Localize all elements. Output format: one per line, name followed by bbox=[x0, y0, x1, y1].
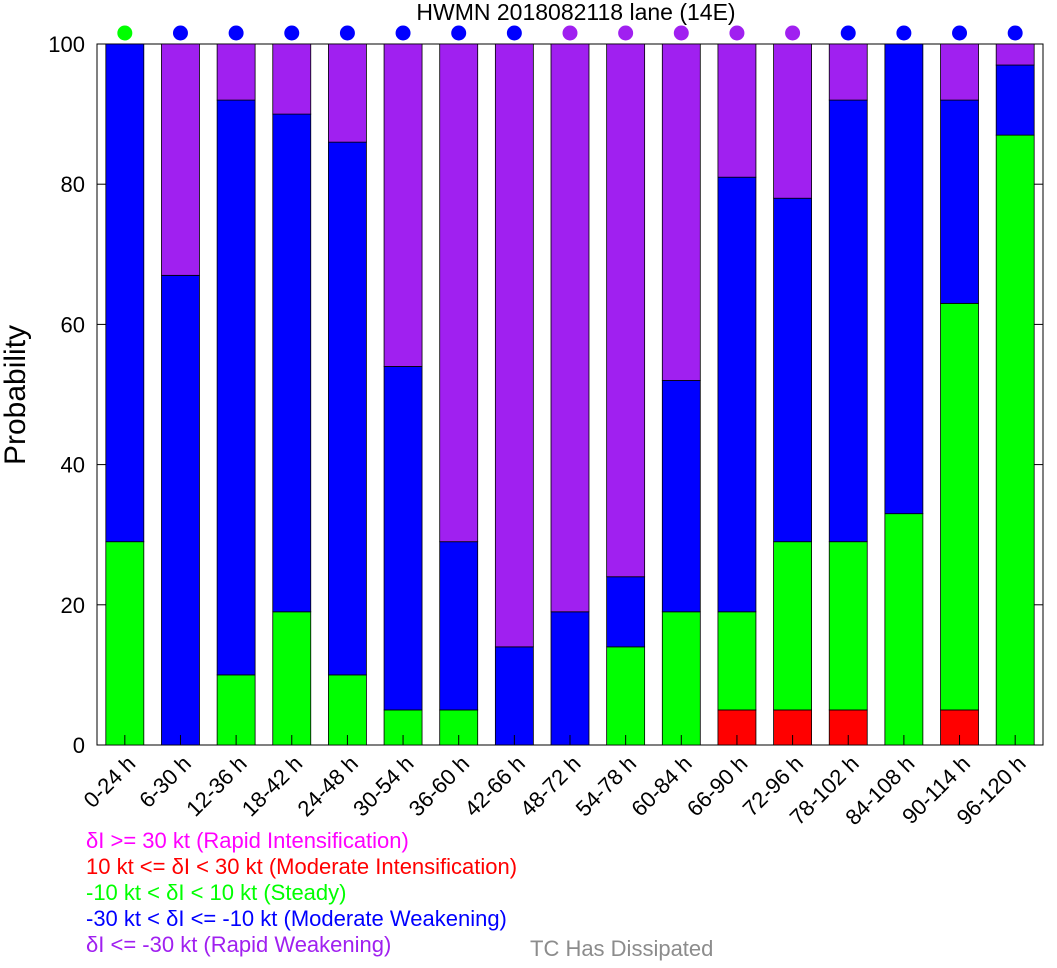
bar-segment bbox=[328, 141, 367, 676]
bar-segment bbox=[550, 611, 590, 746]
bar-segment bbox=[940, 99, 979, 304]
bar-segment bbox=[439, 43, 479, 543]
top-marker bbox=[284, 25, 300, 41]
bar-segment bbox=[995, 64, 1035, 136]
bar-segment bbox=[105, 43, 145, 543]
bar-segment bbox=[494, 43, 534, 648]
bar-segment bbox=[216, 43, 256, 101]
top-marker bbox=[506, 25, 522, 41]
bar-segment bbox=[884, 513, 924, 746]
bar-segment bbox=[606, 576, 646, 648]
dissipated-note: TC Has Dissipated bbox=[530, 936, 714, 961]
chart-title: HWMN 2018082118 lane (14E) bbox=[416, 0, 735, 25]
x-tick-label: 66-90 h bbox=[682, 751, 752, 821]
y-tick-label: 20 bbox=[61, 593, 85, 618]
top-marker bbox=[673, 25, 689, 41]
top-marker bbox=[562, 25, 578, 41]
y-tick-label: 80 bbox=[61, 172, 85, 197]
bar-segment bbox=[383, 366, 423, 711]
top-marker bbox=[1007, 25, 1023, 41]
y-axis-label: Probability bbox=[0, 325, 32, 465]
bar-segment bbox=[105, 541, 145, 746]
bar-segment bbox=[383, 43, 423, 367]
top-marker bbox=[618, 25, 634, 41]
bar-segment bbox=[439, 541, 479, 711]
bar-segment bbox=[161, 43, 200, 276]
bar-segment bbox=[494, 646, 534, 746]
top-marker bbox=[395, 25, 411, 41]
top-marker bbox=[952, 25, 968, 41]
bar-segment bbox=[773, 541, 812, 711]
x-tick-label: 18-42 h bbox=[237, 751, 307, 821]
bar-segment bbox=[995, 43, 1035, 66]
top-marker bbox=[339, 25, 355, 41]
bar-segment bbox=[661, 380, 701, 613]
legend-entry-rapid-intensification: δI >= 30 kt (Rapid Intensification) bbox=[86, 828, 409, 853]
x-tick-label: 24-48 h bbox=[293, 751, 363, 821]
bar-segment bbox=[161, 274, 200, 746]
bar-segment bbox=[328, 674, 367, 746]
bar-segment bbox=[828, 541, 868, 711]
y-tick-label: 40 bbox=[61, 453, 85, 478]
legend: δI >= 30 kt (Rapid Intensification) 10 k… bbox=[86, 828, 517, 958]
bar-segment bbox=[661, 611, 701, 746]
bar-segment bbox=[773, 197, 812, 543]
bar-segment bbox=[606, 43, 646, 578]
top-marker bbox=[896, 25, 912, 41]
bar-segment bbox=[717, 176, 757, 613]
top-marker bbox=[785, 25, 801, 41]
top-marker bbox=[172, 25, 188, 41]
bar-segment bbox=[995, 134, 1035, 746]
y-tick-label: 100 bbox=[48, 32, 85, 57]
bar-segment bbox=[328, 43, 367, 143]
bar-segment bbox=[272, 43, 312, 115]
x-tick-label: 30-54 h bbox=[348, 751, 418, 821]
bar-segment bbox=[272, 611, 312, 746]
x-tick-label: 0-24 h bbox=[79, 751, 141, 813]
x-tick-label: 48-72 h bbox=[515, 751, 585, 821]
x-tick-label: 60-84 h bbox=[626, 751, 696, 821]
top-marker bbox=[729, 25, 745, 41]
bar-segment bbox=[884, 43, 924, 515]
top-marker bbox=[451, 25, 467, 41]
top-marker bbox=[117, 25, 133, 41]
bar-segment bbox=[717, 611, 757, 711]
bar-segment bbox=[216, 99, 256, 676]
x-tick-label: 12-36 h bbox=[181, 751, 251, 821]
bar-segment bbox=[717, 43, 757, 178]
bar-segment bbox=[661, 43, 701, 381]
y-tick-label: 0 bbox=[73, 733, 85, 758]
y-tick-label: 60 bbox=[61, 312, 85, 337]
legend-entry-moderate-weakening: -30 kt < δI <= -10 kt (Moderate Weakenin… bbox=[86, 906, 507, 931]
top-marker bbox=[840, 25, 856, 41]
bar-segment bbox=[828, 99, 868, 543]
bar-segment bbox=[606, 646, 646, 746]
bar-segment bbox=[216, 674, 256, 746]
legend-entry-steady: -10 kt < δI < 10 kt (Steady) bbox=[86, 880, 347, 905]
bar-segment bbox=[940, 302, 979, 711]
bar-segment bbox=[940, 43, 979, 101]
bar-segment bbox=[272, 113, 312, 613]
legend-entry-rapid-weakening: δI <= -30 kt (Rapid Weakening) bbox=[86, 932, 392, 957]
bar-segment bbox=[550, 43, 590, 613]
top-marker bbox=[228, 25, 244, 41]
bar-segment bbox=[773, 43, 812, 199]
x-tick-label: 42-66 h bbox=[459, 751, 529, 821]
bar-segment bbox=[828, 43, 868, 101]
x-tick-label: 36-60 h bbox=[404, 751, 474, 821]
legend-entry-moderate-intensification: 10 kt <= δI < 30 kt (Moderate Intensific… bbox=[86, 854, 518, 879]
x-tick-label: 54-78 h bbox=[571, 751, 641, 821]
